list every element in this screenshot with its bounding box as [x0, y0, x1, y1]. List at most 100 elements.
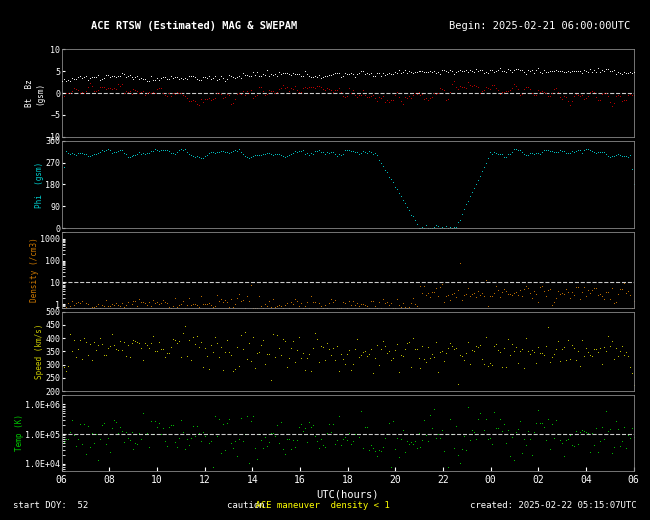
- Point: [92, 71, 103, 80]
- Point: [270, 150, 280, 158]
- Point: [569, 443, 579, 451]
- Point: [459, 204, 469, 213]
- Point: [399, 302, 410, 310]
- Point: [577, 425, 587, 434]
- Point: [459, 356, 469, 364]
- Point: [547, 420, 557, 428]
- Point: [184, 71, 194, 80]
- Point: [369, 354, 380, 362]
- Point: [152, 146, 162, 154]
- Point: [238, 87, 248, 96]
- Point: [246, 280, 256, 289]
- Point: [417, 67, 428, 75]
- Point: [619, 350, 629, 359]
- Point: [212, 432, 222, 440]
- Point: [176, 300, 187, 308]
- Point: [326, 428, 336, 436]
- Point: [429, 288, 439, 296]
- Point: [294, 302, 304, 310]
- Point: [90, 302, 101, 310]
- Point: [238, 69, 248, 77]
- Point: [116, 299, 127, 307]
- Point: [240, 151, 250, 160]
- Point: [120, 428, 131, 436]
- Point: [332, 86, 342, 94]
- Point: [497, 362, 508, 371]
- Point: [309, 432, 320, 440]
- Point: [180, 322, 190, 330]
- Point: [140, 150, 151, 158]
- Point: [109, 72, 119, 80]
- Point: [174, 88, 185, 97]
- Point: [489, 342, 499, 350]
- Point: [168, 335, 179, 343]
- Point: [610, 92, 621, 100]
- Point: [302, 298, 312, 306]
- Point: [359, 148, 370, 157]
- Point: [573, 347, 583, 355]
- Point: [204, 94, 214, 102]
- Point: [541, 89, 551, 98]
- Point: [549, 434, 559, 442]
- Point: [461, 446, 471, 454]
- Point: [563, 336, 573, 344]
- Point: [322, 72, 332, 80]
- Point: [166, 92, 177, 100]
- Point: [519, 435, 529, 443]
- Point: [575, 362, 585, 370]
- Point: [210, 333, 220, 341]
- Point: [136, 150, 147, 158]
- Point: [73, 73, 83, 81]
- Point: [302, 70, 312, 78]
- Point: [103, 302, 113, 310]
- Point: [230, 300, 240, 308]
- Point: [118, 338, 129, 346]
- Point: [595, 148, 605, 156]
- Point: [180, 92, 190, 100]
- Point: [555, 67, 566, 75]
- Point: [224, 149, 235, 157]
- Point: [226, 100, 237, 108]
- Point: [483, 362, 493, 370]
- Point: [597, 90, 607, 98]
- Point: [585, 352, 595, 360]
- Point: [254, 82, 265, 90]
- Point: [158, 89, 168, 97]
- Point: [281, 152, 292, 161]
- Point: [333, 412, 344, 420]
- Point: [298, 146, 308, 154]
- Point: [105, 448, 115, 457]
- Point: [124, 353, 135, 361]
- Point: [135, 88, 145, 97]
- Point: [126, 300, 136, 308]
- Point: [324, 420, 334, 428]
- Point: [320, 444, 330, 452]
- Point: [413, 304, 424, 312]
- Point: [443, 95, 454, 103]
- Point: [77, 149, 87, 158]
- Point: [501, 287, 512, 295]
- Point: [320, 355, 330, 363]
- Point: [248, 333, 258, 341]
- Point: [154, 76, 164, 84]
- Point: [254, 348, 265, 357]
- Point: [545, 357, 555, 366]
- Point: [184, 441, 194, 449]
- Point: [465, 292, 476, 300]
- Point: [216, 449, 226, 458]
- Point: [629, 381, 639, 389]
- Point: [608, 443, 619, 451]
- Point: [451, 223, 462, 231]
- Point: [264, 86, 274, 94]
- Point: [105, 302, 115, 310]
- Point: [601, 89, 611, 97]
- Point: [503, 150, 514, 159]
- Point: [589, 66, 599, 74]
- Point: [198, 363, 209, 371]
- Point: [603, 92, 613, 100]
- Point: [629, 297, 639, 305]
- Point: [86, 82, 97, 90]
- Point: [126, 339, 136, 347]
- Point: [333, 150, 344, 159]
- Point: [111, 72, 121, 81]
